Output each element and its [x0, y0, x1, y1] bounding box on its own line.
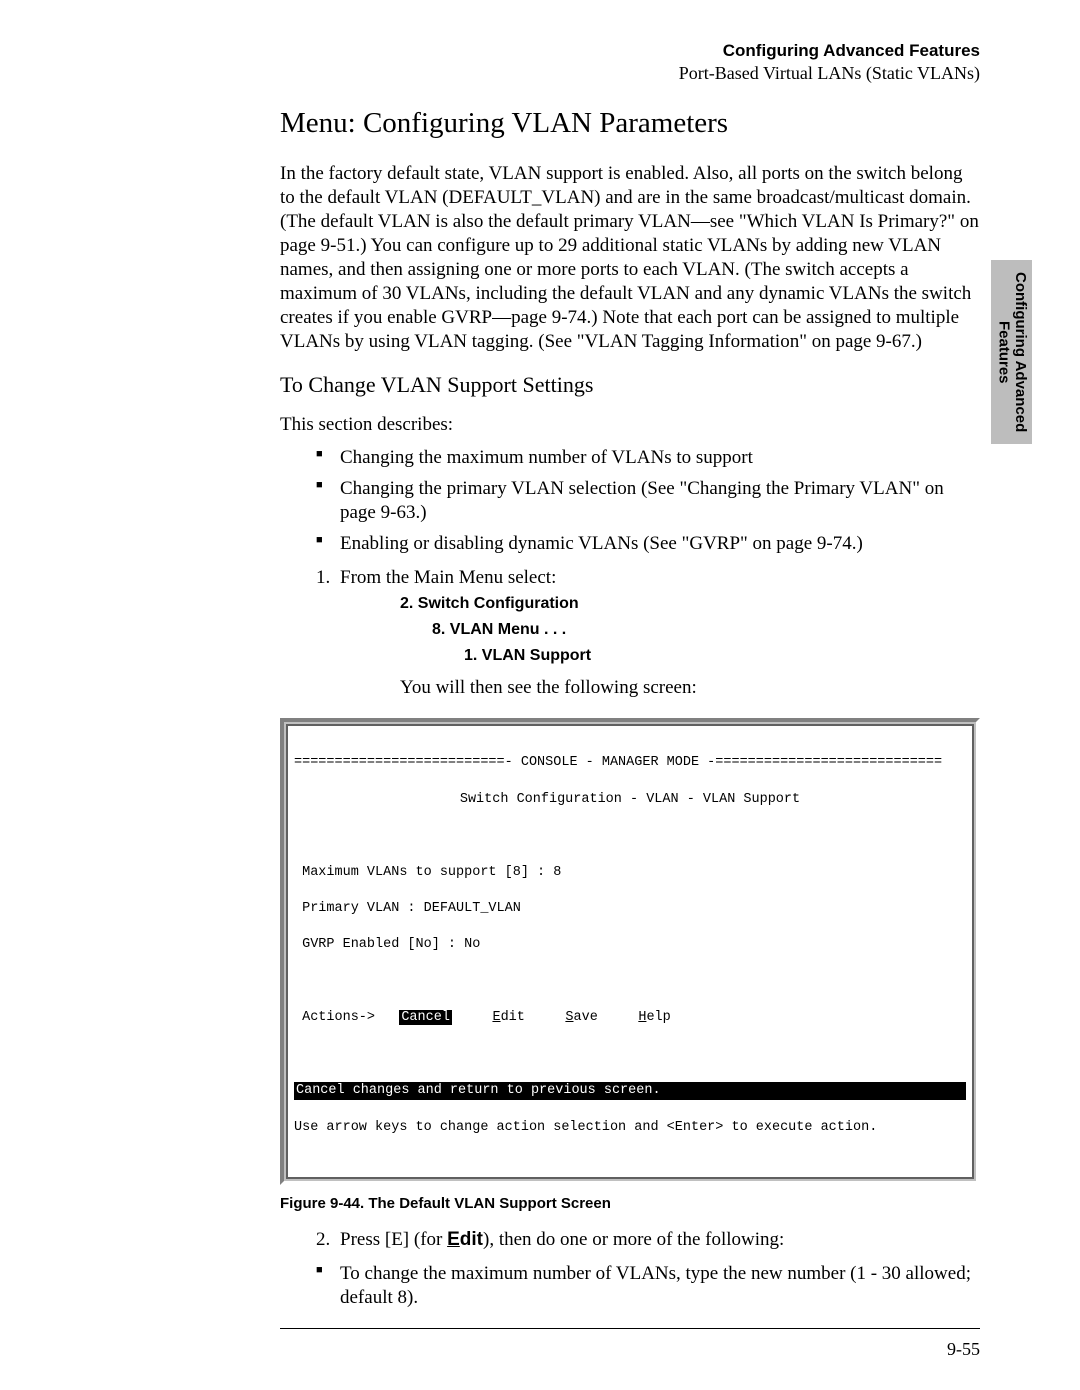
action-cancel[interactable]: Cancel — [399, 1010, 452, 1025]
terminal-rule: ==========================- CONSOLE - MA… — [294, 754, 966, 772]
terminal-blank — [294, 1046, 966, 1064]
list-item: Enabling or disabling dynamic VLANs (See… — [316, 532, 980, 556]
list-item: Changing the primary VLAN selection (See… — [316, 477, 980, 525]
step2-prefix: Press [E] (for — [340, 1229, 447, 1250]
header-title: Configuring Advanced Features — [280, 40, 980, 62]
page-content: Configuring Advanced Features Port-Based… — [0, 0, 1080, 1390]
steps-list: 1. From the Main Menu select: 2. Switch … — [316, 566, 980, 700]
action-save-key[interactable]: S — [565, 1010, 573, 1025]
terminal-hint: Use arrow keys to change action selectio… — [294, 1119, 966, 1137]
figure-caption: Figure 9-44. The Default VLAN Support Sc… — [280, 1195, 980, 1212]
terminal-breadcrumb: Switch Configuration - VLAN - VLAN Suppo… — [294, 791, 966, 809]
menu-level-3: 1. VLAN Support — [464, 646, 980, 666]
step2-suffix: ), then do one or more of the following: — [483, 1229, 784, 1250]
terminal-line: Primary VLAN : DEFAULT_VLAN — [294, 900, 966, 918]
action-edit-rest[interactable]: dit — [501, 1010, 525, 1025]
terminal-inner: ==========================- CONSOLE - MA… — [286, 724, 974, 1179]
actions-label: Actions-> — [294, 1010, 399, 1025]
step-followup: You will then see the following screen: — [400, 676, 980, 700]
step-number: 2. — [316, 1228, 330, 1252]
bullet-list: Changing the maximum number of VLANs to … — [316, 446, 980, 556]
step-number: 1. — [316, 566, 330, 590]
footer-rule — [280, 1328, 980, 1329]
action-edit-key[interactable]: E — [492, 1010, 500, 1025]
action-help-rest[interactable]: elp — [646, 1010, 670, 1025]
header-subtitle: Port-Based Virtual LANs (Static VLANs) — [280, 62, 980, 85]
subsection-lead: This section describes: — [280, 414, 980, 436]
terminal-blank — [294, 827, 966, 845]
step2-edit-u: E — [447, 1229, 460, 1250]
terminal-status: Cancel changes and return to previous sc… — [294, 1082, 966, 1100]
subsection-title: To Change VLAN Support Settings — [280, 372, 980, 398]
menu-level-1: 2. Switch Configuration — [400, 594, 980, 614]
terminal-actions-row: Actions-> Cancel Edit Save Help — [294, 1009, 966, 1027]
terminal-content: ==========================- CONSOLE - MA… — [294, 736, 966, 1173]
terminal-line: GVRP Enabled [No] : No — [294, 936, 966, 954]
list-item: To change the maximum number of VLANs, t… — [316, 1262, 980, 1310]
steps-list-2: 2. Press [E] (for Edit), then do one or … — [316, 1228, 980, 1252]
menu-level-2: 8. VLAN Menu . . . — [432, 620, 980, 640]
page-number: 9-55 — [280, 1339, 980, 1360]
step2-edit-rest: dit — [460, 1229, 483, 1250]
section-title: Menu: Configuring VLAN Parameters — [280, 107, 980, 140]
step-1: 1. From the Main Menu select: 2. Switch … — [316, 566, 980, 700]
terminal-screenshot: ==========================- CONSOLE - MA… — [280, 718, 980, 1185]
list-item: Changing the maximum number of VLANs to … — [316, 446, 980, 470]
terminal-blank — [294, 973, 966, 991]
running-header: Configuring Advanced Features Port-Based… — [280, 40, 980, 85]
action-save-rest[interactable]: ave — [574, 1010, 598, 1025]
menu-path: 2. Switch Configuration 8. VLAN Menu . .… — [400, 594, 980, 666]
terminal-line: Maximum VLANs to support [8] : 8 — [294, 864, 966, 882]
step-2: 2. Press [E] (for Edit), then do one or … — [316, 1228, 980, 1252]
step2-bullets: To change the maximum number of VLANs, t… — [316, 1262, 980, 1310]
step-text: From the Main Menu select: — [340, 567, 556, 588]
intro-paragraph: In the factory default state, VLAN suppo… — [280, 162, 980, 354]
